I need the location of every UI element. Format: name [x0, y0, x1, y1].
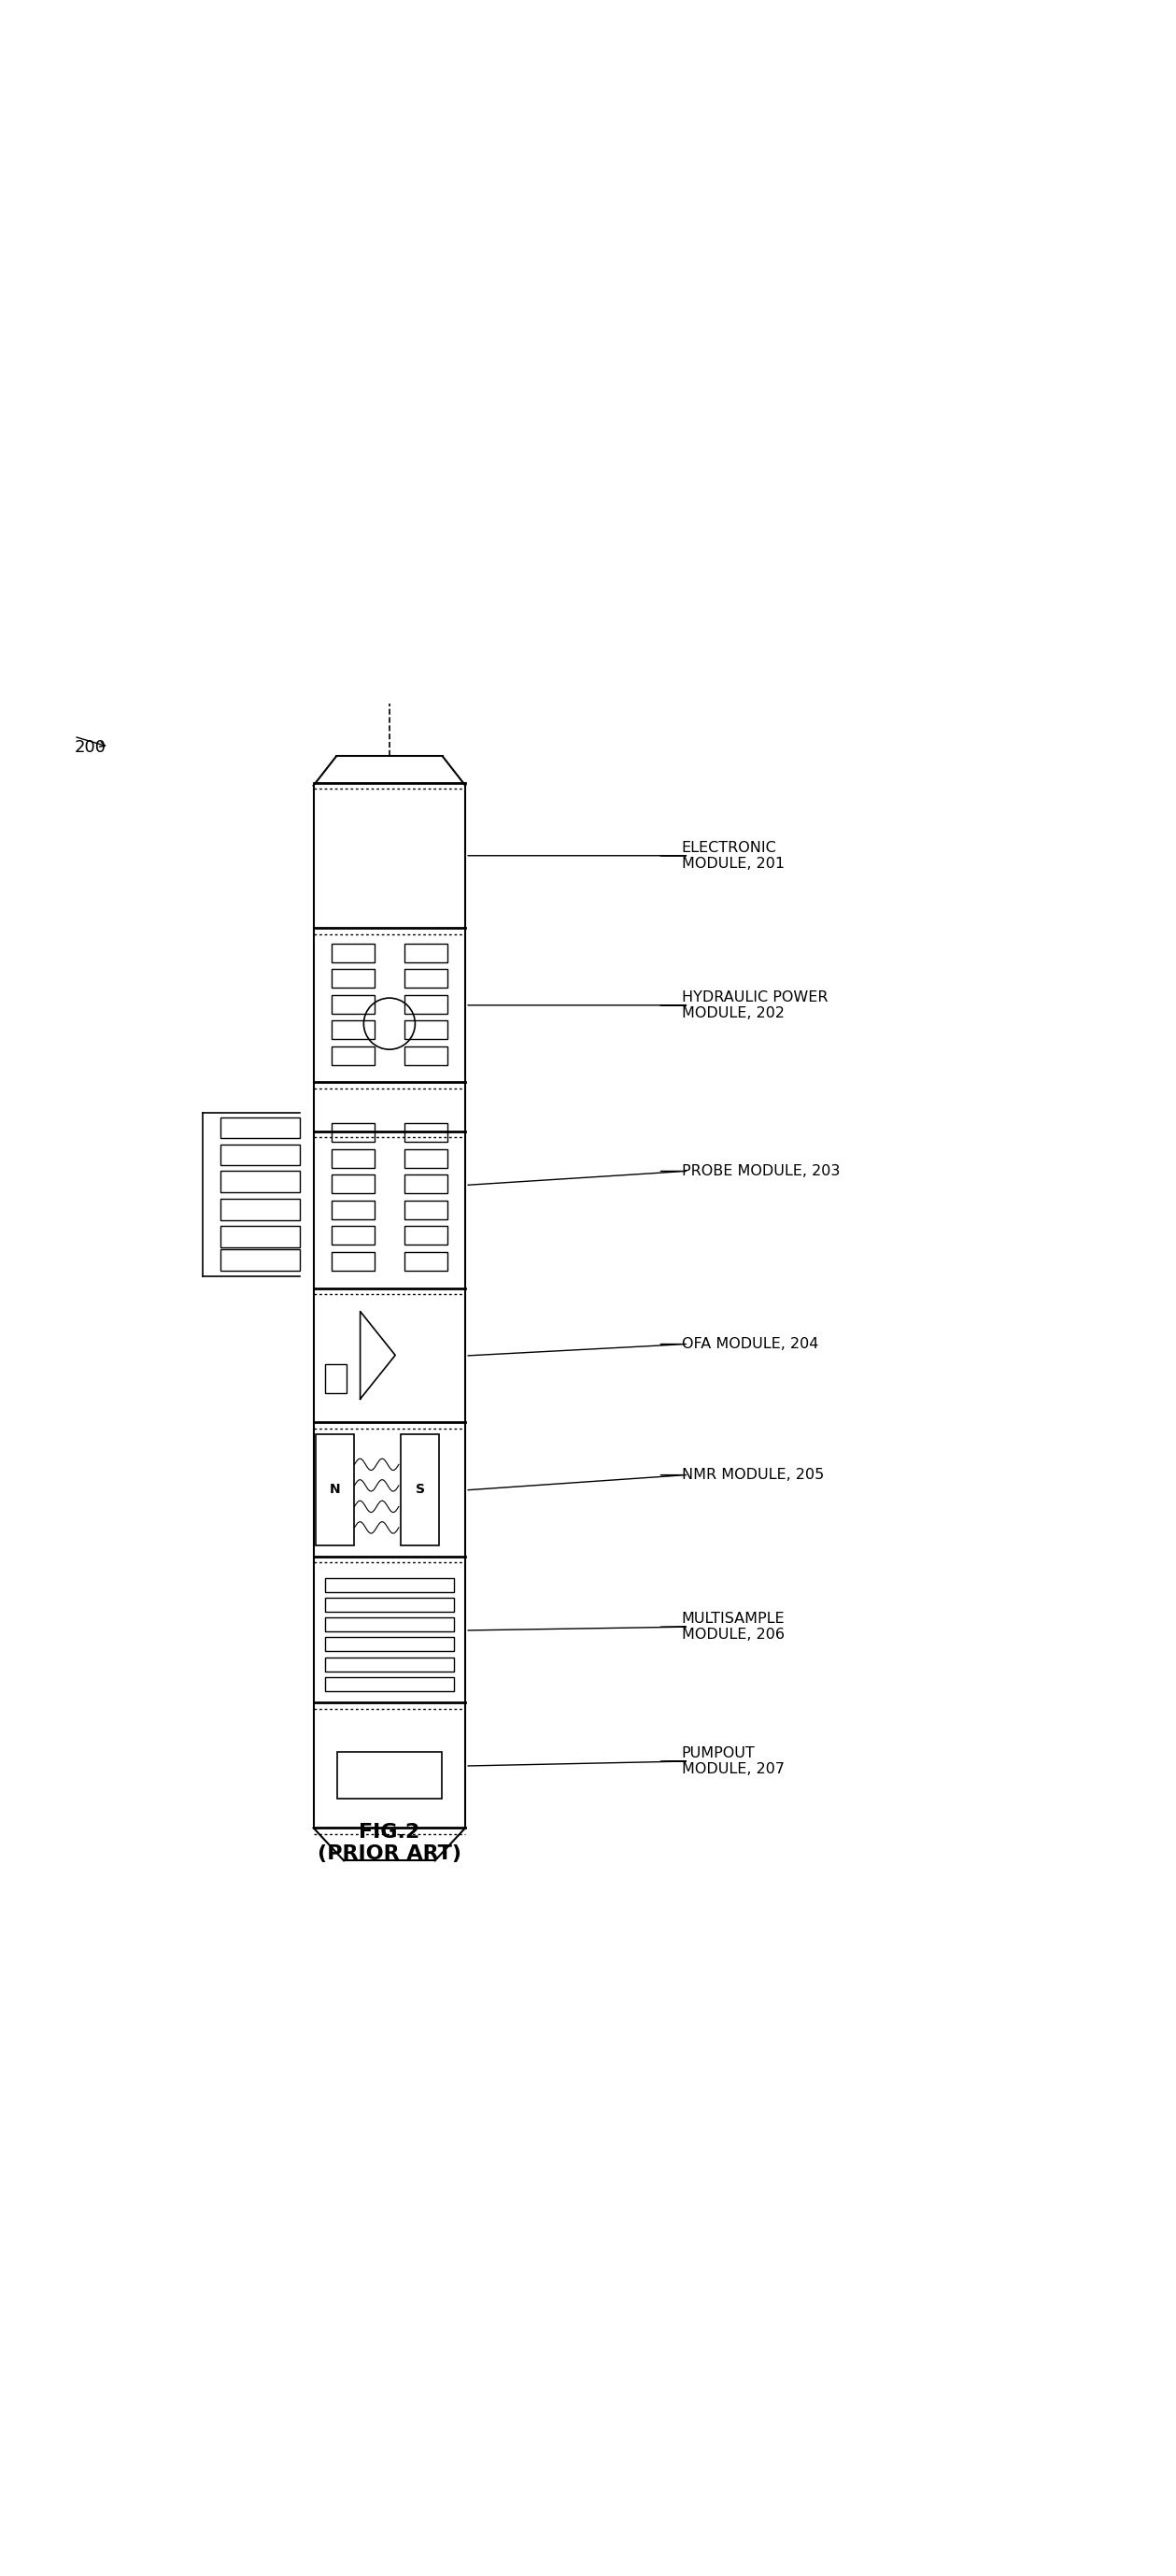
Text: N: N: [329, 1484, 340, 1497]
Bar: [220, 1144, 300, 1164]
Bar: [332, 1123, 374, 1141]
Bar: [401, 1435, 439, 1546]
Text: FIG.2
(PRIOR ART): FIG.2 (PRIOR ART): [318, 1824, 461, 1862]
Text: 200: 200: [74, 739, 106, 755]
Text: NMR MODULE, 205: NMR MODULE, 205: [681, 1468, 823, 1481]
Bar: [220, 1226, 300, 1247]
Bar: [332, 943, 374, 961]
Bar: [220, 1200, 300, 1221]
Bar: [332, 1020, 374, 1038]
Bar: [332, 1252, 374, 1270]
Text: PUMPOUT
MODULE, 207: PUMPOUT MODULE, 207: [681, 1747, 784, 1777]
Bar: [405, 1123, 447, 1141]
Bar: [405, 1046, 447, 1064]
Bar: [405, 943, 447, 961]
Bar: [332, 969, 374, 987]
Text: ELECTRONIC
MODULE, 201: ELECTRONIC MODULE, 201: [681, 840, 784, 871]
Text: HYDRAULIC POWER
MODULE, 202: HYDRAULIC POWER MODULE, 202: [681, 989, 828, 1020]
Bar: [405, 1200, 447, 1218]
Bar: [314, 783, 466, 927]
Bar: [325, 1363, 347, 1394]
Bar: [405, 994, 447, 1012]
Bar: [220, 1172, 300, 1193]
Bar: [405, 969, 447, 987]
Bar: [332, 1149, 374, 1167]
Bar: [332, 1226, 374, 1244]
Bar: [405, 1020, 447, 1038]
Bar: [325, 1597, 454, 1613]
Bar: [325, 1677, 454, 1692]
Bar: [405, 1175, 447, 1193]
Bar: [332, 994, 374, 1012]
Text: OFA MODULE, 204: OFA MODULE, 204: [681, 1337, 818, 1350]
Bar: [220, 1249, 300, 1270]
Bar: [332, 1200, 374, 1218]
Bar: [336, 1752, 442, 1798]
Bar: [325, 1656, 454, 1672]
Bar: [325, 1579, 454, 1592]
Bar: [405, 1252, 447, 1270]
Bar: [220, 1118, 300, 1139]
Text: MULTISAMPLE
MODULE, 206: MULTISAMPLE MODULE, 206: [681, 1613, 784, 1641]
Text: S: S: [415, 1484, 425, 1497]
Bar: [316, 1435, 354, 1546]
Bar: [332, 1046, 374, 1064]
Bar: [332, 1175, 374, 1193]
Bar: [405, 1226, 447, 1244]
Bar: [325, 1618, 454, 1631]
Bar: [405, 1149, 447, 1167]
Bar: [325, 1638, 454, 1651]
Text: PROBE MODULE, 203: PROBE MODULE, 203: [681, 1164, 840, 1177]
